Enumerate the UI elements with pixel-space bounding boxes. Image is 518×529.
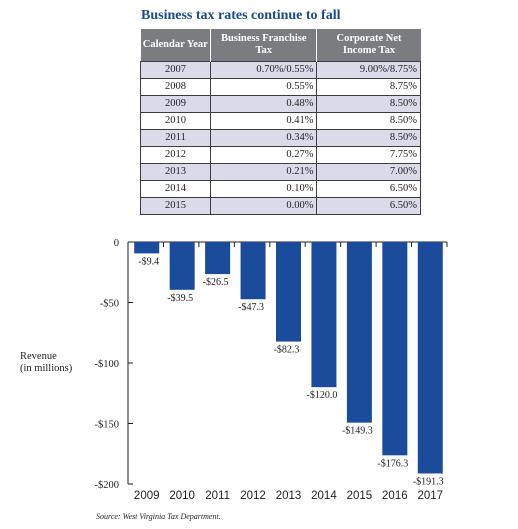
y-tick-label: -$200 — [95, 480, 120, 491]
year-cell: 2014 — [139, 180, 212, 198]
tax-rates-table: Calendar Year Business Franchise Tax Cor… — [139, 29, 421, 215]
data-label: -$120.0 — [307, 390, 338, 401]
year-cell: 2015 — [139, 197, 212, 215]
header-corporate-net-income-tax: Corporate Net Income Tax — [316, 29, 421, 62]
table-row: 2011 0.34% 8.50% — [139, 129, 421, 147]
source-note: Source: West Virginia Tax Department. — [96, 512, 221, 521]
net-income-tax-cell: 6.50% — [316, 197, 421, 215]
x-tick-label: 2016 — [382, 490, 408, 502]
data-label: -$39.5 — [167, 293, 193, 304]
franchise-tax-cell: 0.27% — [210, 146, 318, 164]
franchise-tax-cell: 0.21% — [210, 163, 318, 181]
y-axis-label: Revenue (in millions) — [20, 351, 73, 374]
x-tick-label: 2017 — [417, 490, 443, 502]
net-income-tax-cell: 8.50% — [316, 112, 421, 130]
bar-2013 — [276, 242, 301, 342]
table-row: 2012 0.27% 7.75% — [139, 146, 421, 164]
table-row: 2009 0.48% 8.50% — [139, 95, 421, 113]
table-row: 2014 0.10% 6.50% — [139, 180, 421, 198]
net-income-tax-cell: 6.50% — [316, 180, 421, 198]
franchise-tax-cell: 0.70%/0.55% — [210, 61, 318, 79]
data-label: -$9.4 — [138, 256, 159, 267]
data-label: -$26.5 — [203, 277, 229, 288]
table-row: 2010 0.41% 8.50% — [139, 112, 421, 130]
table-body: 2007 0.70%/0.55% 9.00%/8.75% 2008 0.55% 8.75%… — [139, 61, 421, 215]
data-label: -$47.3 — [238, 302, 264, 313]
bar-2017 — [417, 242, 443, 474]
bar-2012 — [240, 242, 266, 300]
y-tick-label: -$50 — [100, 299, 119, 310]
bar-2010 — [169, 242, 195, 290]
x-tick-label: 2013 — [276, 490, 302, 502]
net-income-tax-cell: 8.50% — [316, 95, 421, 113]
net-income-tax-cell: 7.00% — [316, 163, 421, 181]
table-row: 2015 0.00% 6.50% — [139, 197, 421, 215]
x-tick-label: 2009 — [134, 490, 160, 502]
header-calendar-year: Calendar Year — [140, 29, 212, 62]
franchise-tax-cell: 0.34% — [210, 129, 318, 147]
y-tick-label: -$150 — [95, 420, 120, 431]
net-income-tax-cell: 8.50% — [316, 129, 421, 147]
header-business-franchise-tax: Business Franchise Tax — [210, 29, 318, 62]
franchise-tax-cell: 0.55% — [210, 78, 318, 96]
year-cell: 2013 — [139, 163, 212, 181]
year-cell: 2011 — [139, 129, 212, 147]
table-row: 2007 0.70%/0.55% 9.00%/8.75% — [139, 61, 421, 79]
bar-2016 — [382, 242, 408, 456]
franchise-tax-cell: 0.10% — [210, 180, 318, 198]
x-tick-label: 2011 — [205, 490, 230, 502]
table-header-row: Calendar Year Business Franchise Tax Cor… — [140, 29, 421, 62]
y-tick-label: -$100 — [95, 359, 120, 370]
net-income-tax-cell: 9.00%/8.75% — [316, 61, 421, 79]
page-title: Business tax rates continue to fall — [141, 8, 341, 23]
y-tick-label: 0 — [114, 238, 119, 249]
year-cell: 2012 — [139, 146, 212, 164]
year-cell: 2008 — [139, 78, 212, 96]
x-tick-label: 2010 — [169, 490, 195, 502]
x-tick-label: 2015 — [347, 490, 373, 502]
bar-2014 — [311, 242, 337, 388]
franchise-tax-cell: 0.00% — [210, 197, 318, 215]
net-income-tax-cell: 7.75% — [316, 146, 421, 164]
bar-2009 — [134, 242, 160, 254]
data-label: -$176.3 — [377, 458, 408, 469]
franchise-tax-cell: 0.48% — [210, 95, 318, 113]
net-income-tax-cell: 8.75% — [316, 78, 421, 96]
bar-2015 — [346, 242, 372, 423]
table-row: 2008 0.55% 8.75% — [139, 78, 421, 96]
x-tick-label: 2012 — [240, 490, 266, 502]
data-label: -$191.3 — [413, 476, 444, 487]
year-cell: 2010 — [139, 112, 212, 130]
year-cell: 2009 — [139, 95, 212, 113]
year-cell: 2007 — [139, 61, 212, 79]
table-row: 2013 0.21% 7.00% — [139, 163, 421, 181]
bar-2011 — [205, 242, 231, 275]
data-label: -$149.3 — [342, 426, 373, 437]
x-tick-label: 2014 — [311, 490, 337, 502]
data-label: -$82.3 — [274, 345, 300, 356]
franchise-tax-cell: 0.41% — [210, 112, 318, 130]
revenue-bar-chart: 0 -$50 -$100 -$150 -$200 Revenue (in millions)… — [20, 238, 448, 502]
